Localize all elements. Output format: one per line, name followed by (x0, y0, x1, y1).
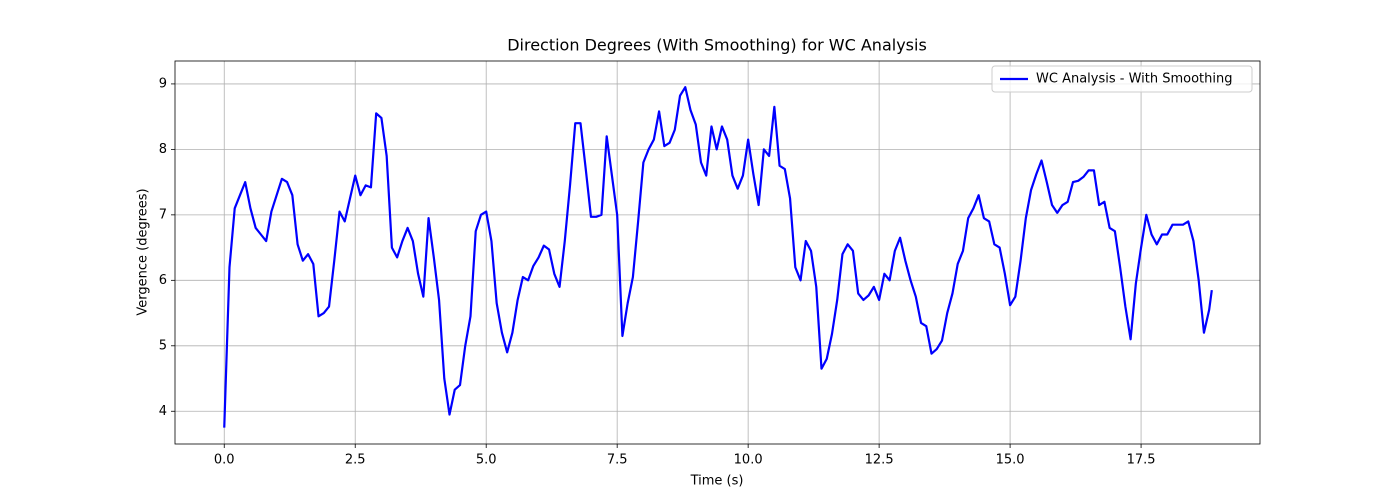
plot-frame (174, 60, 1261, 445)
legend-label: WC Analysis - With Smoothing (1036, 72, 1233, 87)
x-tick-label: 7.5 (607, 453, 628, 468)
y-tick-label: 5 (159, 338, 167, 353)
x-tick-label: 17.5 (1127, 453, 1156, 468)
x-tick-label: 5.0 (476, 453, 497, 468)
y-tick-label: 7 (159, 207, 167, 222)
legend-box (991, 65, 1253, 93)
chart-title: Direction Degrees (With Smoothing) for W… (507, 36, 927, 55)
y-tick-label: 4 (159, 404, 167, 419)
x-tick-label: 15.0 (996, 453, 1025, 468)
x-axis-label: Time (s) (690, 474, 744, 489)
x-tick-label: 0.0 (214, 453, 235, 468)
y-tick-label: 6 (159, 273, 167, 288)
data-line (223, 86, 1213, 428)
y-tick-label: 9 (159, 76, 167, 91)
x-tick-label: 2.5 (345, 453, 366, 468)
y-tick-label: 8 (159, 142, 167, 157)
y-axis-label: Vergence (degrees) (136, 188, 151, 315)
x-tick-label: 12.5 (865, 453, 894, 468)
x-tick-label: 10.0 (734, 453, 763, 468)
